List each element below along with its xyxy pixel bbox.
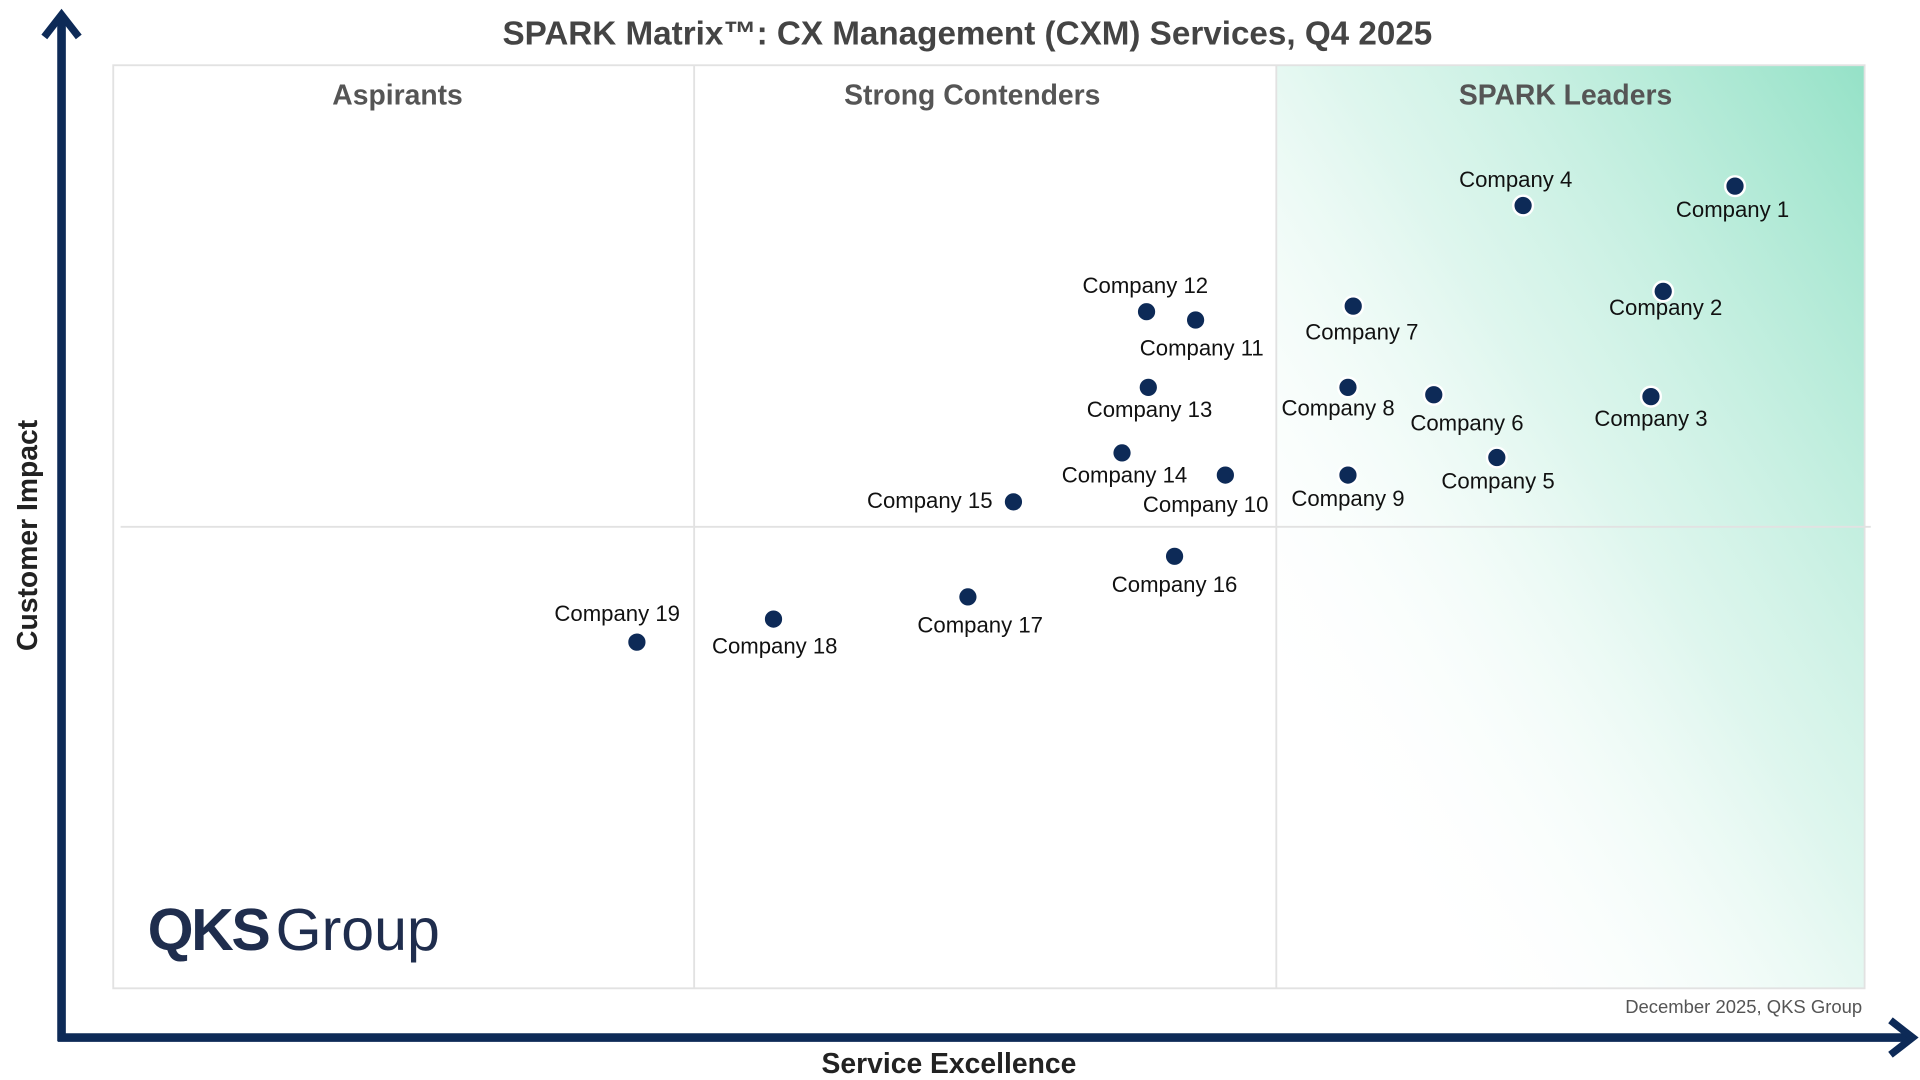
label-company-12: Company 12 (1083, 273, 1209, 298)
label-company-14: Company 14 (1062, 462, 1188, 487)
point-company-9 (1336, 464, 1360, 487)
point-company-16 (1163, 545, 1186, 568)
chart-title: SPARK Matrix™: CX Management (CXM) Servi… (502, 15, 1432, 52)
label-company-6: Company 6 (1410, 410, 1523, 435)
points-layer: Company 1 Company 2 Company 3 Company 4 Comp… (554, 167, 1789, 658)
label-company-1: Company 1 (1676, 197, 1789, 222)
label-company-9: Company 9 (1291, 486, 1404, 511)
y-axis-arrowhead (41, 8, 82, 40)
point-company-11 (1184, 308, 1207, 332)
point-company-18 (762, 608, 785, 631)
point-company-4 (1512, 194, 1535, 217)
source-note: December 2025, QKS Group (1625, 996, 1862, 1017)
label-company-5: Company 5 (1441, 468, 1554, 493)
label-company-17: Company 17 (917, 613, 1043, 638)
label-company-13: Company 13 (1087, 397, 1213, 422)
label-company-19: Company 19 (554, 601, 680, 626)
point-company-13 (1137, 376, 1160, 399)
point-company-15 (1002, 490, 1025, 513)
label-company-7: Company 7 (1305, 319, 1418, 344)
point-company-6 (1422, 383, 1445, 406)
quadrant-aspirants: Aspirants (332, 79, 463, 111)
x-axis-label: Service Excellence (821, 1047, 1076, 1079)
label-company-3: Company 3 (1594, 406, 1707, 431)
label-company-15: Company 15 (867, 488, 993, 513)
label-company-8: Company 8 (1281, 396, 1394, 421)
quadrant-strong-contenders: Strong Contenders (844, 79, 1100, 111)
point-company-1 (1723, 175, 1747, 198)
point-company-2 (1652, 280, 1675, 303)
label-company-11: Company 11 (1140, 336, 1264, 361)
label-company-10: Company 10 (1143, 492, 1269, 517)
point-company-14 (1110, 441, 1134, 465)
quadrant-spark-leaders: SPARK Leaders (1459, 79, 1672, 111)
point-company-3 (1639, 385, 1663, 408)
point-company-5 (1485, 446, 1508, 469)
point-company-8 (1336, 376, 1360, 399)
label-company-4: Company 4 (1459, 167, 1572, 192)
label-company-2: Company 2 (1609, 295, 1722, 320)
point-company-10 (1214, 464, 1237, 487)
y-axis-label: Customer Impact (11, 419, 43, 651)
logo-qks-group: QKS Group (148, 897, 440, 963)
x-axis-arrowhead (1888, 1017, 1919, 1058)
point-company-19 (625, 631, 648, 654)
label-company-18: Company 18 (712, 634, 838, 659)
point-company-12 (1135, 300, 1158, 323)
point-company-17 (956, 585, 979, 608)
label-company-16: Company 16 (1112, 572, 1238, 597)
point-company-7 (1342, 295, 1365, 318)
